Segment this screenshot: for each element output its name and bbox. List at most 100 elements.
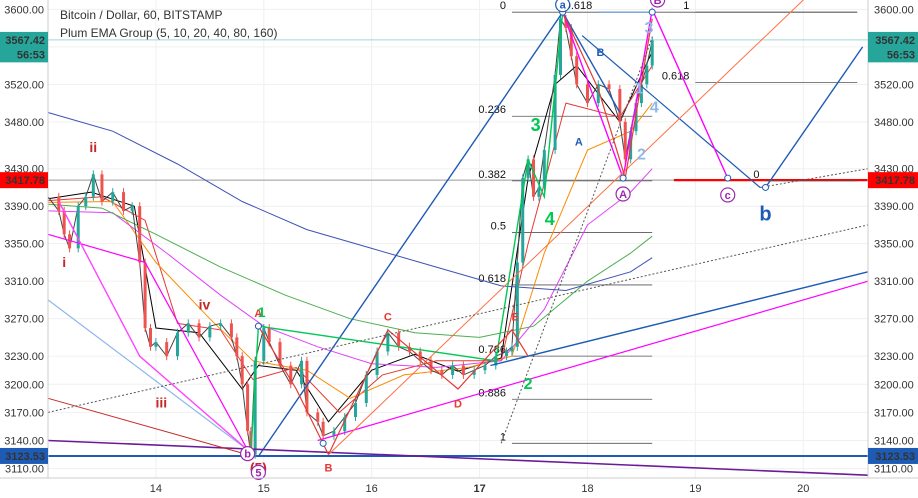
ema-line xyxy=(47,203,653,338)
candle-body xyxy=(343,417,347,432)
price-badge-label: 3567.42 xyxy=(875,35,915,47)
candle-body xyxy=(575,56,579,85)
wave-label: 4 xyxy=(650,99,659,116)
candle-body xyxy=(149,328,152,347)
candle-body xyxy=(84,196,88,207)
trend-line[interactable] xyxy=(581,35,761,188)
y-tick-label-right: 3200.00 xyxy=(874,379,914,391)
pivot-marker[interactable] xyxy=(319,439,327,447)
trend-line[interactable] xyxy=(257,10,621,457)
candle-body xyxy=(585,84,589,104)
y-tick-label-left: 3390.00 xyxy=(4,201,44,213)
price-badge xyxy=(868,31,918,48)
fib-level-label: 0.5 xyxy=(491,220,506,232)
trend-line[interactable] xyxy=(47,397,248,456)
candle-body xyxy=(418,351,422,361)
pivot-marker[interactable] xyxy=(254,322,262,330)
trend-line[interactable] xyxy=(764,46,864,188)
candle-body xyxy=(623,121,627,160)
candle-body xyxy=(451,365,455,375)
wave-circle-marker xyxy=(720,187,736,203)
x-tick-label: 17 xyxy=(473,483,485,495)
right-axis-bg xyxy=(868,0,918,478)
price-badges: 3567.4256:533417.783123.533567.4256:5334… xyxy=(0,31,918,464)
candle-body xyxy=(267,328,271,343)
y-tick-label-right: 3480.00 xyxy=(874,117,914,129)
pivot-marker[interactable] xyxy=(648,8,656,16)
candle-body xyxy=(553,74,557,150)
wave-circle-marker xyxy=(250,464,266,480)
indicator-label[interactable]: Plum EMA Group (5, 10, 20, 40, 80, 160) xyxy=(60,26,277,40)
trend-line[interactable] xyxy=(500,37,653,444)
trend-line[interactable] xyxy=(47,233,249,451)
fib-level-label: 0.382 xyxy=(478,169,506,181)
y-tick-label-right: 3520.00 xyxy=(874,79,914,91)
trend-line[interactable] xyxy=(317,280,869,442)
trend-line[interactable] xyxy=(58,201,249,451)
candle-body xyxy=(332,431,336,436)
trend-line[interactable] xyxy=(47,439,869,476)
time-axis[interactable]: 14 15 16 17 18 19 20 xyxy=(150,483,810,495)
y-tick-label-right: 3350.00 xyxy=(874,239,914,251)
pivot-marker[interactable] xyxy=(762,183,769,191)
wave-circle-label: b xyxy=(244,449,251,461)
candle-body xyxy=(618,89,622,122)
trend-line[interactable] xyxy=(257,325,330,455)
fib-level-label: 0.618 xyxy=(662,70,690,82)
wave-circle-marker xyxy=(615,186,631,202)
trend-line[interactable] xyxy=(327,328,529,455)
candle-body xyxy=(510,346,514,352)
pivot-marker[interactable] xyxy=(619,174,627,182)
trend-line[interactable] xyxy=(250,12,564,455)
pivot-markers xyxy=(247,8,769,459)
wave-circle-label: A xyxy=(619,189,627,201)
candle-body xyxy=(407,346,411,352)
y-tick-label-left: 3140.00 xyxy=(4,436,44,448)
wave-label: ii xyxy=(89,139,97,155)
price-badge-label: 3567.42 xyxy=(5,35,45,47)
wave-label: D xyxy=(454,399,462,411)
candle-body xyxy=(532,159,536,197)
trend-line[interactable] xyxy=(490,271,869,367)
candle-body xyxy=(235,337,239,357)
candle-body xyxy=(542,149,546,188)
price-badge-label: 3123.53 xyxy=(875,451,915,463)
candle-body xyxy=(375,351,379,375)
candle-body xyxy=(537,187,541,197)
ema-lines xyxy=(47,51,653,423)
fib-level-label: 0 xyxy=(500,0,506,12)
trend-line[interactable] xyxy=(328,0,804,455)
x-tick-label: 14 xyxy=(150,483,162,495)
y-tick-label-left: 3520.00 xyxy=(4,79,44,91)
trend-line[interactable] xyxy=(562,7,729,181)
candle-body xyxy=(76,206,80,249)
left-axis-bg xyxy=(0,0,48,478)
pivot-marker[interactable] xyxy=(724,174,732,182)
candle-body xyxy=(440,370,444,375)
wave-label: 2 xyxy=(524,376,533,393)
price-axis[interactable]: 3600.003600.003560.003560.003520.003520.… xyxy=(4,4,914,475)
fib-level-label: 0.618 xyxy=(565,0,593,12)
trend-line[interactable] xyxy=(562,11,653,179)
wave-label: 1 xyxy=(635,81,644,98)
y-tick-label-right: 3110.00 xyxy=(874,464,913,476)
y-tick-label-left: 3350.00 xyxy=(4,239,44,251)
candle-body xyxy=(175,332,179,357)
price-badge-label: 3417.78 xyxy=(5,175,45,187)
candle-body xyxy=(316,412,320,422)
price-badge xyxy=(0,31,48,48)
candle-body xyxy=(68,234,72,249)
price-badge xyxy=(0,46,48,63)
trend-line[interactable] xyxy=(47,299,248,451)
trend-line[interactable] xyxy=(47,224,869,413)
candle-body xyxy=(639,84,643,104)
candle-body xyxy=(505,351,509,357)
wave-label: b xyxy=(759,203,771,225)
fib-level-label: 0.618 xyxy=(478,273,506,285)
candle-body xyxy=(246,384,250,432)
y-tick-label-right: 3170.00 xyxy=(874,407,914,419)
wave-label: A xyxy=(254,308,262,320)
price-badge xyxy=(868,447,918,464)
